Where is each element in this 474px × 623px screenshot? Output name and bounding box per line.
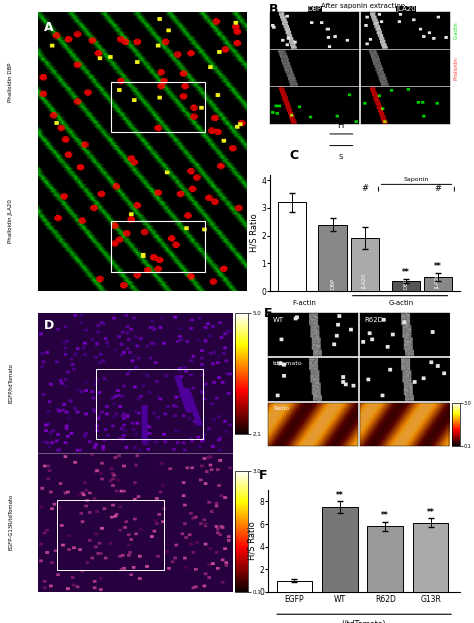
Text: #: # [362,184,368,193]
Bar [96,369,203,439]
Text: #: # [435,184,442,193]
Text: EGFP/tdTomato: EGFP/tdTomato [8,363,13,403]
Text: E: E [264,307,273,320]
Text: **: ** [381,511,389,520]
Bar [367,526,403,592]
Text: R62D: R62D [365,316,383,323]
Text: **: ** [402,268,410,277]
Text: **: ** [434,262,442,271]
Text: Phalloidin JLA20: Phalloidin JLA20 [9,199,13,244]
Text: **: ** [336,491,344,500]
Y-axis label: H/S Ratio: H/S Ratio [249,214,258,252]
Text: B: B [268,4,278,16]
Text: Phalloidin DBP: Phalloidin DBP [9,62,13,102]
Text: DBP: DBP [330,278,335,289]
Text: H: H [337,121,344,130]
Text: **: ** [427,508,435,517]
Bar [413,523,448,592]
Title: JLA20: JLA20 [396,6,416,12]
Text: WT: WT [273,316,284,323]
Bar [322,507,358,592]
Bar [57,500,164,569]
Title: DBP: DBP [308,6,322,12]
Text: After saponin extraction: After saponin extraction [321,4,406,9]
Text: DBP: DBP [403,278,408,289]
Text: Phalloidin: Phalloidin [454,56,459,80]
Text: Saponin: Saponin [404,178,429,183]
Bar [111,82,205,132]
Text: C: C [289,149,298,162]
Y-axis label: H/S Ratio: H/S Ratio [247,521,256,560]
Bar [111,221,205,272]
Text: Merge: Merge [454,98,459,113]
Text: F: F [259,469,267,482]
Bar [278,202,306,291]
Text: G-actin: G-actin [454,22,459,39]
Bar [392,282,419,291]
Text: Ratio: Ratio [273,406,289,411]
Bar [351,239,379,291]
Text: (/tdTomato): (/tdTomato) [342,621,386,623]
Text: D: D [44,319,54,332]
Text: A: A [44,21,54,34]
Text: JLA20: JLA20 [436,273,441,289]
Bar [276,581,312,592]
Bar [424,277,452,291]
Text: EGFP-G13R/tdTomato: EGFP-G13R/tdTomato [8,494,13,550]
Text: G-actin: G-actin [388,300,414,307]
Text: tdTomato: tdTomato [273,361,302,366]
Bar [319,224,346,291]
Text: S: S [338,154,343,159]
Text: JLA20: JLA20 [363,273,367,289]
Text: F-actin: F-actin [292,300,316,307]
